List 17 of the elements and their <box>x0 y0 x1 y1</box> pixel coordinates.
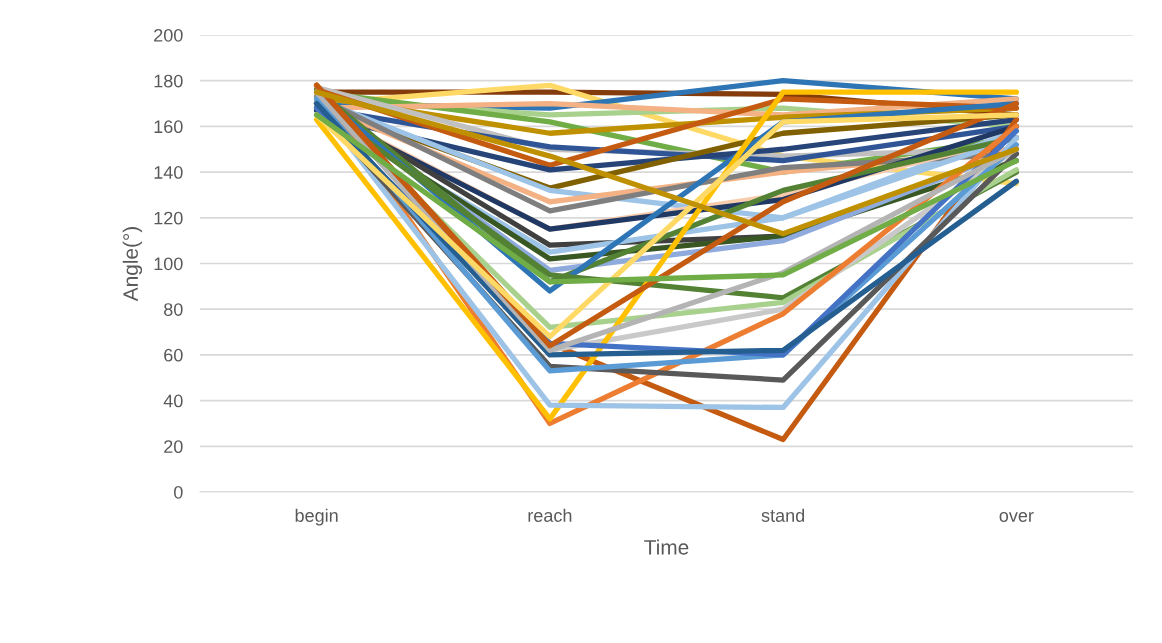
x-tick-label: over <box>999 512 1034 522</box>
y-tick-label: 80 <box>164 303 183 316</box>
y-tick-label: 180 <box>154 74 183 88</box>
y-tick-label: 0 <box>174 485 183 499</box>
y-tick-label: 20 <box>164 440 183 454</box>
y-tick-label: 120 <box>154 211 183 225</box>
x-tick-label: reach <box>528 508 572 522</box>
x-tick-label: begin <box>295 508 338 526</box>
y-axis-title: Angle(°) <box>122 227 143 302</box>
y-tick-label: 60 <box>164 348 183 362</box>
y-tick-label: 140 <box>154 166 183 179</box>
y-tick-label: 160 <box>154 120 183 134</box>
y-tick-label: 100 <box>154 257 183 271</box>
x-axis-title: Time <box>644 539 689 555</box>
x-tick-label: stand <box>761 508 805 522</box>
y-tick-label: 40 <box>163 394 183 408</box>
y-tick-label: 200 <box>154 28 183 42</box>
